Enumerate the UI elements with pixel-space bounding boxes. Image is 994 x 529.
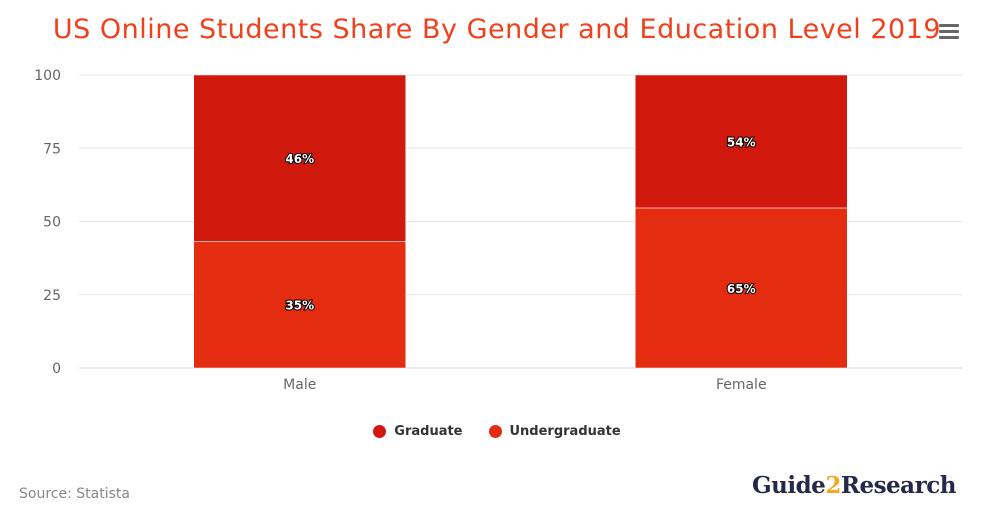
legend-dot-graduate: [373, 425, 387, 438]
legend: Graduate Undergraduate: [0, 424, 994, 439]
chart-title: US Online Students Share By Gender and E…: [52, 14, 942, 45]
guide2research-logo: Guide2Research: [752, 472, 956, 499]
y-tick-label: 0: [52, 361, 61, 377]
chart-plot: 0 25 50 75 100 35% 46% Male 65% 54% Female: [34, 68, 962, 393]
source-text: Source: Statista: [19, 486, 130, 502]
legend-label: Undergraduate: [509, 424, 621, 439]
y-tick-label: 25: [43, 288, 61, 304]
y-tick-label: 75: [43, 141, 61, 157]
bar-undergraduate-female: [635, 207, 848, 369]
hamburger-menu-icon[interactable]: [939, 24, 959, 40]
data-label: 65%: [727, 282, 756, 296]
y-tick-label: 50: [43, 215, 61, 231]
bar-graduate-male: [193, 74, 406, 242]
legend-dot-undergraduate: [488, 425, 502, 438]
x-tick-label: Male: [283, 377, 316, 393]
data-label: 54%: [727, 135, 756, 149]
legend-label: Graduate: [394, 424, 463, 439]
bar-graduate-female: [635, 74, 848, 209]
legend-item-undergraduate[interactable]: Undergraduate: [488, 424, 621, 439]
legend-item-graduate[interactable]: Graduate: [373, 424, 463, 439]
bar-undergraduate-male: [193, 241, 406, 369]
data-label: 46%: [285, 152, 314, 166]
data-label: 35%: [285, 299, 314, 313]
x-tick-label: Female: [716, 377, 767, 393]
y-tick-label: 100: [34, 68, 61, 84]
